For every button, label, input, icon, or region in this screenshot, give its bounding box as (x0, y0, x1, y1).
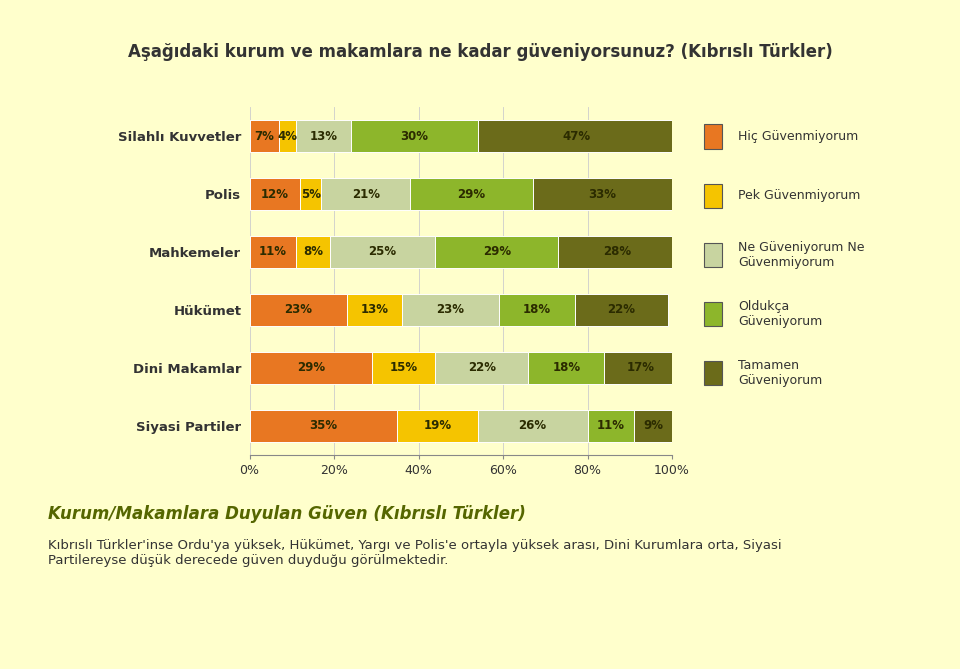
Bar (588, 410, 634, 442)
Text: 15%: 15% (390, 361, 418, 375)
Bar (528, 352, 605, 384)
Text: 25%: 25% (369, 246, 396, 258)
Text: 19%: 19% (423, 419, 451, 432)
Bar (436, 236, 558, 268)
Text: 22%: 22% (468, 361, 496, 375)
Text: 13%: 13% (360, 304, 388, 316)
Bar (322, 178, 410, 210)
Text: 12%: 12% (261, 187, 289, 201)
Bar (634, 410, 672, 442)
Text: 8%: 8% (303, 246, 323, 258)
Bar (351, 120, 478, 152)
Bar (279, 120, 296, 152)
Text: 7%: 7% (254, 130, 275, 142)
Text: 23%: 23% (284, 304, 312, 316)
Text: Hiç Güvenmiyorum: Hiç Güvenmiyorum (738, 130, 858, 143)
Text: 26%: 26% (518, 419, 546, 432)
Text: 5%: 5% (300, 187, 321, 201)
Text: 11%: 11% (259, 246, 287, 258)
Bar (300, 178, 322, 210)
Bar (250, 352, 372, 384)
Text: 18%: 18% (523, 304, 551, 316)
Bar (397, 410, 478, 442)
Bar (704, 124, 722, 149)
Bar (410, 178, 533, 210)
Bar (330, 236, 436, 268)
Text: Ne Güveniyorum Ne
Güvenmiyorum: Ne Güveniyorum Ne Güvenmiyorum (738, 241, 864, 269)
Bar (704, 243, 722, 267)
Bar (296, 236, 330, 268)
Bar (558, 236, 676, 268)
Bar (250, 294, 347, 326)
Text: Kurum/Makamlara Duyulan Güven (Kıbrıslı Türkler): Kurum/Makamlara Duyulan Güven (Kıbrıslı … (48, 505, 526, 523)
Text: 13%: 13% (309, 130, 338, 142)
Text: Oldukça
Güveniyorum: Oldukça Güveniyorum (738, 300, 822, 328)
Bar (575, 294, 668, 326)
Bar (347, 294, 401, 326)
Bar (250, 410, 397, 442)
Text: Tamamen
Güveniyorum: Tamamen Güveniyorum (738, 359, 822, 387)
Bar (372, 352, 436, 384)
Text: 21%: 21% (351, 187, 380, 201)
Text: Kıbrıslı Türkler'inse Ordu'ya yüksek, Hükümet, Yargı ve Polis'e ortayla yüksek a: Kıbrıslı Türkler'inse Ordu'ya yüksek, Hü… (48, 539, 781, 567)
Text: 29%: 29% (297, 361, 324, 375)
Text: 30%: 30% (400, 130, 428, 142)
Bar (478, 120, 676, 152)
Bar (704, 183, 722, 208)
Text: 35%: 35% (309, 419, 338, 432)
Bar (533, 178, 672, 210)
Text: Aşağıdaki kurum ve makamlara ne kadar güveniyorsunuz? (Kıbrıslı Türkler): Aşağıdaki kurum ve makamlara ne kadar gü… (128, 43, 832, 62)
Text: Pek Güvenmiyorum: Pek Güvenmiyorum (738, 189, 860, 202)
Bar (250, 120, 279, 152)
Text: 29%: 29% (483, 246, 511, 258)
Text: 28%: 28% (603, 246, 631, 258)
Bar (250, 236, 296, 268)
Bar (250, 178, 300, 210)
Bar (296, 120, 351, 152)
Text: 9%: 9% (643, 419, 663, 432)
Text: 29%: 29% (457, 187, 486, 201)
Text: 47%: 47% (563, 130, 591, 142)
Text: 33%: 33% (588, 187, 616, 201)
Bar (401, 294, 499, 326)
Bar (499, 294, 575, 326)
Text: 17%: 17% (626, 361, 655, 375)
Bar (436, 352, 528, 384)
Text: 4%: 4% (277, 130, 298, 142)
Text: 11%: 11% (597, 419, 625, 432)
Text: 23%: 23% (436, 304, 465, 316)
Bar (704, 361, 722, 385)
Text: 22%: 22% (608, 304, 636, 316)
Text: 18%: 18% (552, 361, 581, 375)
Bar (478, 410, 588, 442)
Bar (605, 352, 676, 384)
Bar (704, 302, 722, 326)
